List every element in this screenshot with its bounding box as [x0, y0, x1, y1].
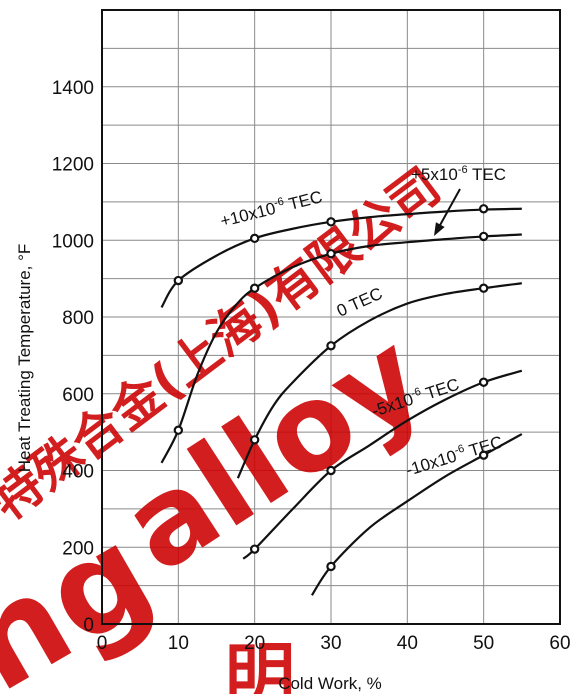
data-point: [326, 341, 336, 351]
x-tick-label: 50: [473, 633, 494, 654]
data-point: [173, 425, 184, 435]
data-point: [173, 275, 184, 286]
y-tick-label: 1400: [52, 78, 94, 99]
y-tick-label: 800: [62, 308, 94, 329]
series-line-3: [242, 369, 523, 560]
plot-border: [101, 9, 561, 625]
arrow-head: [434, 222, 445, 236]
data-point: [478, 450, 489, 460]
data-point: [326, 465, 336, 476]
y-tick-label: 0: [83, 615, 94, 636]
y-tick-label: 400: [62, 462, 94, 483]
series-group: [160, 204, 523, 596]
data-point: [478, 377, 489, 387]
data-point: [478, 204, 489, 214]
y-tick-label: 1200: [52, 155, 94, 176]
watermark-brand: alloy: [100, 306, 447, 599]
arrow-shaft: [438, 188, 461, 228]
curve-label-0: +10x10-6 TEC: [218, 186, 324, 231]
series-line-1: [160, 233, 522, 464]
data-point: [478, 283, 489, 293]
data-point: [326, 217, 336, 227]
watermark-extra: 明: [225, 635, 295, 694]
series-line-2: [236, 282, 522, 479]
y-tick-label: 1000: [52, 231, 94, 252]
annotation-arrow: [434, 188, 461, 236]
y-axis-label: Heat Treating Temperature, °F: [15, 244, 34, 473]
data-point: [249, 233, 260, 244]
x-axis-label: Cold Work, %: [278, 674, 382, 693]
x-tick-label: 30: [320, 633, 341, 654]
x-tick-label: 0: [97, 633, 108, 654]
data-point: [326, 561, 336, 572]
y-tick-label: 600: [62, 385, 94, 406]
x-tick-label: 10: [168, 633, 189, 654]
x-tick-label: 40: [397, 633, 418, 654]
plot-frame: [101, 9, 561, 625]
data-point: [478, 231, 489, 242]
grid: [102, 10, 560, 624]
curve-label-1: +5x10-6 TEC: [411, 164, 506, 184]
data-point: [249, 283, 260, 293]
data-point: [249, 544, 260, 554]
x-tick-label: 60: [549, 633, 570, 654]
data-point: [326, 248, 336, 259]
data-point: [249, 435, 260, 445]
y-tick-label: 200: [62, 538, 94, 559]
x-tick-label: 20: [244, 633, 265, 654]
